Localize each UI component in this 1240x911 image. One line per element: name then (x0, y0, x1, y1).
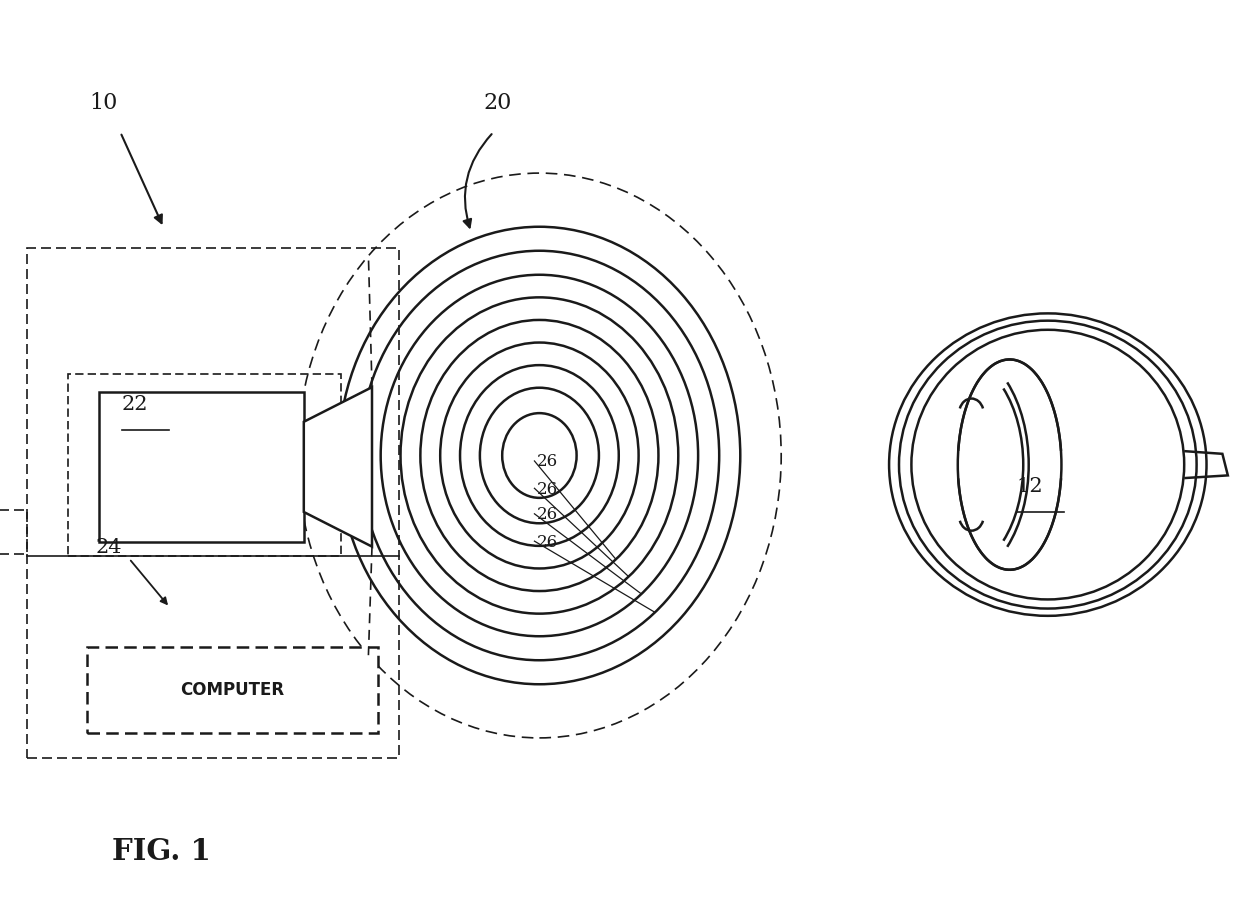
Polygon shape (304, 387, 372, 547)
Text: 24: 24 (95, 538, 122, 557)
Text: FIG. 1: FIG. 1 (112, 837, 211, 866)
Text: 10: 10 (89, 92, 118, 114)
FancyBboxPatch shape (87, 647, 378, 733)
Text: 20: 20 (484, 92, 512, 114)
Text: 26: 26 (537, 454, 558, 470)
Text: 26: 26 (537, 507, 558, 523)
Text: 26: 26 (537, 534, 558, 550)
Text: 12: 12 (1017, 477, 1043, 496)
FancyBboxPatch shape (99, 392, 304, 542)
Text: COMPUTER: COMPUTER (181, 681, 284, 699)
Text: 26: 26 (537, 481, 558, 497)
Text: 22: 22 (122, 395, 148, 414)
